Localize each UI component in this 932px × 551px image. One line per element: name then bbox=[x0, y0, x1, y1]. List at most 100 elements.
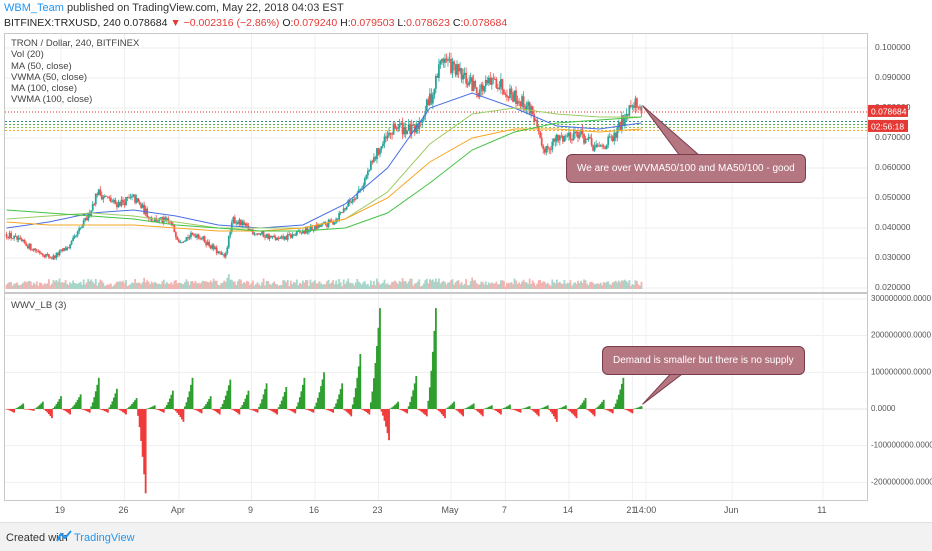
candle-body bbox=[636, 98, 638, 108]
legend-item-ma100[interactable]: MA (100, close) bbox=[11, 83, 77, 95]
candle-body bbox=[208, 241, 211, 246]
candle-body bbox=[348, 200, 351, 203]
osc-bar bbox=[196, 409, 198, 411]
volume-bar bbox=[413, 283, 416, 289]
author-link[interactable]: WBM_Team bbox=[4, 2, 64, 14]
price-chart-panel[interactable]: TRON / Dollar, 240, BITFINEX Vol (20) MA… bbox=[4, 33, 868, 293]
oscillator-panel[interactable]: WWV_LB (3) bbox=[4, 293, 868, 501]
close-value: 0.078684 bbox=[463, 17, 508, 29]
volume-bar bbox=[78, 282, 81, 289]
volume-bar bbox=[601, 285, 604, 289]
volume-bar bbox=[572, 283, 575, 289]
osc-bar bbox=[291, 409, 294, 412]
time-tick-label: 16 bbox=[309, 505, 319, 515]
volume-bar bbox=[117, 281, 120, 289]
annotation-demand-ma[interactable]: We are over WVMA50/100 and MA50/100 - go… bbox=[566, 154, 806, 183]
osc-bar bbox=[174, 409, 177, 412]
legend-item-vwma50[interactable]: VWMA (50, close) bbox=[11, 71, 88, 83]
osc-bar bbox=[356, 377, 359, 409]
price-axis[interactable]: 0.1000000.0900000.0800000.0700000.060000… bbox=[867, 33, 932, 293]
oscillator-svg[interactable] bbox=[5, 294, 867, 500]
osc-bar bbox=[97, 377, 100, 409]
oscillator-axis[interactable]: 300000000.0000 200000000.0000 100000000.00… bbox=[867, 293, 932, 501]
annotation-demand-supply[interactable]: Demand is smaller but there is no supply bbox=[602, 346, 805, 375]
osc-bar bbox=[131, 403, 133, 409]
volume-bar bbox=[70, 283, 73, 289]
candle-body bbox=[379, 149, 381, 155]
volume-bar bbox=[255, 283, 257, 289]
legend-item-vol[interactable]: Vol (20) bbox=[11, 49, 44, 61]
candle-body bbox=[614, 132, 617, 138]
osc-tick-label: 100000000.0000 bbox=[871, 367, 932, 376]
osc-bar bbox=[274, 409, 277, 414]
osc-bar bbox=[244, 398, 247, 409]
volume-bar bbox=[557, 282, 560, 289]
candle-body bbox=[88, 212, 91, 216]
volume-bar bbox=[510, 282, 513, 289]
volume-bar bbox=[344, 284, 347, 289]
candle-body bbox=[604, 146, 607, 149]
candle-body bbox=[486, 79, 489, 84]
candle-body bbox=[363, 178, 366, 186]
osc-bar bbox=[187, 397, 189, 409]
osc-bar bbox=[221, 403, 224, 409]
candle-body bbox=[129, 196, 132, 198]
volume-bar bbox=[304, 280, 307, 289]
candle-body bbox=[314, 225, 316, 231]
candle-body bbox=[174, 232, 177, 238]
volume-bar bbox=[303, 282, 306, 289]
legend-item-ma50[interactable]: MA (50, close) bbox=[11, 60, 72, 72]
volume-bar bbox=[528, 278, 531, 289]
volume-bar bbox=[590, 281, 593, 289]
osc-bar bbox=[560, 407, 563, 409]
volume-bar bbox=[373, 280, 375, 289]
osc-bar bbox=[377, 327, 380, 409]
osc-bar bbox=[286, 409, 289, 410]
osc-bar bbox=[61, 409, 64, 410]
tradingview-brand-link[interactable]: TradingView bbox=[74, 532, 135, 544]
candle-body bbox=[66, 247, 68, 251]
candle-body bbox=[463, 72, 466, 75]
candle-body bbox=[125, 197, 127, 206]
osc-bar bbox=[469, 405, 472, 409]
osc-bar bbox=[75, 402, 78, 409]
candle-body bbox=[344, 208, 347, 210]
osc-bar bbox=[114, 393, 117, 409]
legend-item-vwma100[interactable]: VWMA (100, close) bbox=[11, 94, 93, 106]
candle-body bbox=[608, 136, 611, 138]
price-chart-svg[interactable] bbox=[5, 34, 867, 292]
candle-body bbox=[534, 119, 537, 122]
volume-bar bbox=[362, 282, 365, 289]
volume-bar bbox=[131, 282, 133, 289]
osc-bar bbox=[16, 407, 19, 409]
volume-bar bbox=[377, 281, 380, 289]
volume-bar bbox=[568, 283, 570, 289]
legend-title[interactable]: TRON / Dollar, 240, BITFINEX bbox=[11, 38, 140, 49]
volume-bar bbox=[187, 281, 189, 289]
candle-body bbox=[566, 135, 569, 137]
osc-bar bbox=[261, 399, 263, 409]
down-arrow-icon: ▼ bbox=[170, 17, 181, 29]
volume-bar bbox=[279, 284, 282, 289]
osc-bar bbox=[215, 409, 218, 413]
volume-bar bbox=[141, 282, 144, 289]
candle-body bbox=[276, 237, 279, 241]
candle-body bbox=[170, 221, 173, 224]
osc-bar bbox=[354, 388, 357, 409]
volume-bar bbox=[31, 285, 34, 289]
candle-body bbox=[587, 137, 590, 140]
oscillator-legend[interactable]: WWV_LB (3) bbox=[11, 300, 67, 311]
volume-bar bbox=[613, 281, 616, 289]
volume-bar bbox=[466, 285, 469, 289]
candle-body bbox=[232, 217, 235, 223]
time-tick-label: 26 bbox=[118, 505, 128, 515]
candle-body bbox=[620, 115, 623, 131]
osc-bar bbox=[176, 409, 179, 413]
osc-bar bbox=[258, 406, 260, 409]
candle-body bbox=[539, 131, 542, 138]
candle-body bbox=[58, 250, 61, 256]
volume-bar bbox=[445, 284, 448, 289]
candle-body bbox=[444, 58, 446, 63]
candle-body bbox=[220, 252, 223, 255]
